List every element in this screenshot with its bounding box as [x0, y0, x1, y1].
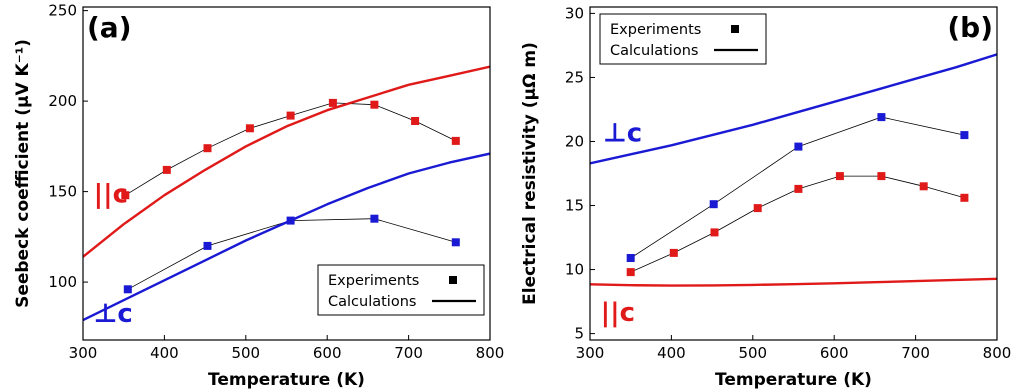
y-tick-label: 30 — [565, 4, 584, 22]
exp-point-par_exp — [245, 124, 254, 133]
exp-point-par_exp — [877, 172, 886, 181]
legend-experiments-marker — [731, 25, 739, 33]
exp-point-perp_exp — [794, 142, 803, 151]
legend-box — [599, 13, 767, 65]
x-tick-label: 500 — [738, 344, 767, 362]
legend-experiments-label: Experiments — [328, 273, 419, 289]
exp-point-par_exp — [411, 117, 420, 125]
exp-point-par_exp — [960, 193, 969, 202]
legend-calculations-label: Calculations — [610, 43, 698, 59]
exp-point-perp_exp — [451, 238, 460, 247]
x-tick-label: 700 — [394, 344, 423, 362]
exp-point-par_exp — [753, 204, 762, 213]
legend: Experiments Calculations — [599, 13, 767, 65]
exp-point-par_exp — [370, 100, 379, 109]
x-tick-label: 400 — [657, 344, 686, 362]
x-tick-label: 400 — [150, 344, 179, 362]
exp-point-perp_exp — [960, 131, 969, 140]
orientation-annotation: ||c — [94, 179, 128, 209]
legend-box — [317, 264, 485, 316]
exp-point-par_exp — [328, 98, 337, 107]
legend-experiments-label: Experiments — [610, 22, 701, 38]
exp-point-par_exp — [794, 184, 803, 193]
panel-b-resistivity-chart: 300 400 500 600 700 800 5 10 15 20 25 30 Temperature… — [520, 4, 1011, 390]
x-tick-label: 800 — [476, 344, 505, 362]
calc-line-par_calc — [590, 277, 997, 287]
x-tick-label: 300 — [69, 344, 98, 362]
exp-point-par_exp — [451, 136, 460, 145]
legend-calculations-label: Calculations — [328, 294, 416, 310]
y-tick-label: 20 — [565, 132, 584, 150]
y-tick-label: 10 — [565, 261, 584, 279]
y-tick-label: 200 — [48, 92, 77, 110]
exp-point-par_exp — [162, 165, 171, 174]
y-tick-label: 150 — [48, 183, 77, 201]
exp-point-par_exp — [919, 182, 928, 191]
plot-frame — [589, 6, 998, 341]
plot-area — [83, 65, 490, 322]
x-axis-label: Temperature (K) — [208, 370, 365, 390]
x-tick-label: 700 — [901, 344, 930, 362]
calc-line-perp_calc — [590, 53, 997, 165]
legend: Experiments Calculations — [317, 264, 485, 316]
exp-point-perp_exp — [709, 200, 718, 209]
plot-area — [590, 53, 997, 287]
y-axis-label: Seebeck coefficient (μV K⁻¹) — [13, 39, 33, 308]
y-tick-label: 25 — [565, 68, 584, 86]
orientation-annotation: ||c — [601, 298, 635, 328]
exp-point-perp_exp — [877, 113, 886, 122]
orientation-annotation: ⊥c — [603, 118, 642, 148]
exp-point-par_exp — [835, 172, 844, 181]
exp-point-perp_exp — [626, 254, 635, 262]
legend-experiments-marker — [449, 276, 457, 284]
x-tick-label: 800 — [983, 344, 1012, 362]
exp-point-par_exp — [669, 248, 678, 257]
y-tick-label: 5 — [574, 325, 584, 343]
panel-label: (b) — [947, 11, 993, 44]
exp-point-perp_exp — [123, 285, 132, 294]
exp-point-par_exp — [121, 191, 130, 200]
exp-point-perp_exp — [203, 241, 212, 250]
exp-point-par_exp — [626, 268, 635, 277]
calc-line-par_calc — [83, 65, 490, 258]
y-axis-label: Electrical resistivity (μΩ m) — [520, 42, 540, 305]
y-tick-label: 100 — [48, 273, 77, 291]
plot-frame — [82, 6, 491, 341]
x-tick-label: 600 — [313, 344, 342, 362]
x-tick-label: 300 — [576, 344, 605, 362]
exp-point-perp_exp — [370, 214, 379, 223]
exp-point-par_exp — [203, 144, 212, 153]
orientation-annotation: ⊥c — [94, 299, 133, 329]
exp-point-par_exp — [286, 111, 295, 120]
x-tick-label: 600 — [820, 344, 849, 362]
exp-point-par_exp — [710, 228, 719, 237]
x-tick-label: 500 — [231, 344, 260, 362]
y-tick-label: 250 — [48, 2, 77, 20]
panel-a-seebeck-chart: 300 400 500 600 700 800 100 150 200 250 Temperatur… — [13, 2, 504, 390]
y-tick-label: 15 — [565, 197, 584, 215]
calc-line-perp_calc — [83, 152, 490, 322]
panel-label: (a) — [87, 11, 132, 44]
x-axis-label: Temperature (K) — [715, 370, 872, 390]
